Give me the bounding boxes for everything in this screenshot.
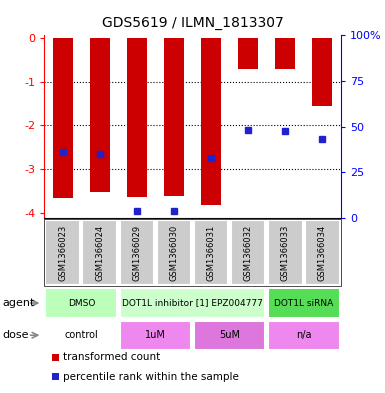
Text: GSM1366034: GSM1366034 [318, 224, 327, 281]
Text: GSM1366031: GSM1366031 [206, 224, 216, 281]
Text: control: control [64, 330, 98, 340]
Text: DOT1L siRNA: DOT1L siRNA [274, 299, 333, 307]
Bar [90, 38, 110, 192]
Text: GSM1366033: GSM1366033 [281, 224, 290, 281]
Bar [275, 38, 295, 69]
Bar [127, 38, 147, 197]
Text: GSM1366030: GSM1366030 [169, 224, 179, 281]
Text: 5uM: 5uM [219, 330, 240, 340]
Bar [53, 38, 73, 198]
Text: DOT1L inhibitor [1] EPZ004777: DOT1L inhibitor [1] EPZ004777 [122, 299, 263, 307]
Bar [238, 38, 258, 69]
Text: DMSO: DMSO [68, 299, 95, 307]
Text: n/a: n/a [296, 330, 311, 340]
Text: GSM1366023: GSM1366023 [58, 224, 67, 281]
Text: dose: dose [2, 330, 28, 340]
Text: transformed count: transformed count [63, 352, 160, 362]
Text: GSM1366024: GSM1366024 [95, 224, 104, 281]
Bar [201, 38, 221, 206]
Text: percentile rank within the sample: percentile rank within the sample [63, 372, 239, 382]
Bar [312, 38, 332, 106]
Text: GSM1366029: GSM1366029 [132, 224, 141, 281]
Bar [164, 38, 184, 196]
Text: GSM1366032: GSM1366032 [244, 224, 253, 281]
Text: agent: agent [2, 298, 34, 308]
Text: GDS5619 / ILMN_1813307: GDS5619 / ILMN_1813307 [102, 16, 283, 30]
Text: 1uM: 1uM [145, 330, 166, 340]
